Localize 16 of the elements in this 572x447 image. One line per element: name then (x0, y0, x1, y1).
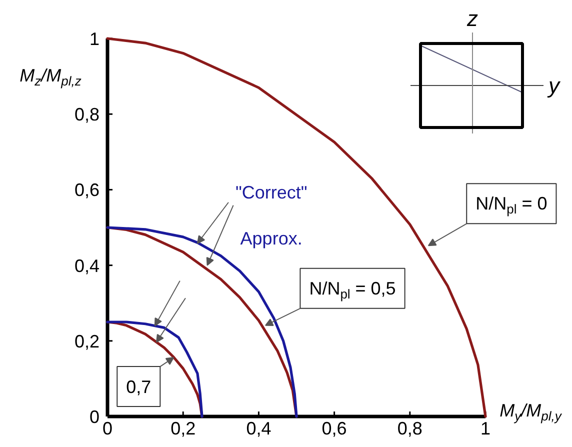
annotation: 0,7 (126, 377, 152, 398)
x-tick-label: 0,2 (170, 418, 196, 438)
annotation: Approx. (240, 228, 302, 248)
y-tick-label: 0,8 (74, 104, 100, 125)
annotation: "Correct" (235, 182, 308, 202)
x-tick-label: 0,8 (397, 418, 422, 438)
text: z (466, 6, 478, 31)
text: y (546, 73, 562, 98)
x-tick-label: 0 (102, 418, 113, 438)
y-tick-label: 0,2 (74, 331, 100, 352)
x-tick-label: 1 (480, 418, 491, 438)
y-tick-label: 0,6 (74, 180, 100, 200)
x-tick-label: 0,4 (246, 418, 272, 438)
y-tick-label: 0,4 (74, 256, 100, 276)
x-tick-label: 0,6 (322, 418, 347, 438)
y-tick-label: 1 (89, 29, 100, 49)
